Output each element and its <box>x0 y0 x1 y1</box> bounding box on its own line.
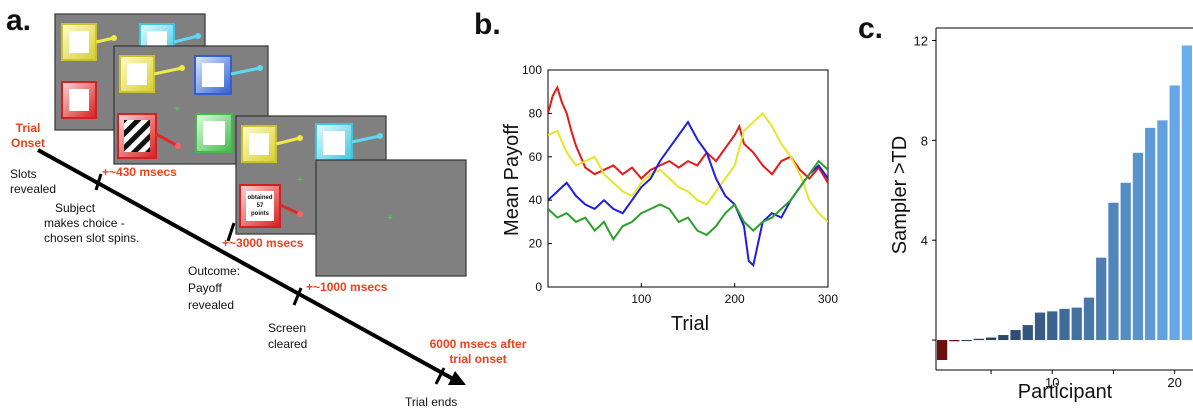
tick-4 <box>434 367 446 385</box>
timing-3: +~1000 msecs <box>306 280 388 294</box>
chart-c-bar-14 <box>1096 257 1107 341</box>
panel-c-label: c. <box>858 12 883 45</box>
outcome-card-line-2: 57 <box>257 203 264 209</box>
chart-b-ytick-label: 100 <box>522 63 542 77</box>
timeline-arrow <box>37 148 456 382</box>
chart-b-xlabel: Trial <box>671 313 709 335</box>
step-3-line-1: Outcome: <box>188 264 240 278</box>
chart-c-bar-3 <box>961 340 972 342</box>
chart-c-xlabel: Participant <box>1018 381 1113 403</box>
step-4-line-2: cleared <box>268 337 307 351</box>
chart-b-series-group <box>548 84 828 268</box>
panel-b: b. 0 20 40 60 80 100 100 200 300 Trial Mean Payo… <box>474 8 838 335</box>
end-note-line-1: 6000 msecs after <box>430 337 527 351</box>
chart-c-bar-17 <box>1132 152 1144 341</box>
chart-c-bar-20 <box>1169 85 1180 341</box>
chart-c-bars-group <box>937 45 1192 361</box>
step-1-line-2: revealed <box>10 182 56 196</box>
chart-c-bar-21 <box>1181 45 1192 341</box>
panel-a-label: a. <box>6 4 31 37</box>
svg-text:+: + <box>387 213 393 224</box>
chart-c-bar-18 <box>1145 127 1156 341</box>
chart-c-bar-16 <box>1120 182 1131 341</box>
chart-b-axes: 0 20 40 60 80 100 100 200 300 <box>522 63 838 306</box>
chart-c-ytick-label: 12 <box>914 33 928 48</box>
chart-b-series-line-3 <box>548 120 828 268</box>
screen-4-cleared: + <box>315 159 467 277</box>
chart-b-ylabel: Mean Payoff <box>501 124 523 236</box>
step-2-line-3: chosen slot spins. <box>44 231 139 245</box>
chart-c-ylabel: Sampler >TD <box>889 136 911 254</box>
chart-b-xtick-label: 200 <box>725 292 745 306</box>
chart-c-bar-4 <box>973 338 984 341</box>
chart-c-bar-9 <box>1034 312 1046 341</box>
outcome-card-line-1: obtained <box>248 195 273 201</box>
timing-2: +~3000 msecs <box>222 236 304 250</box>
chart-c-ytick-label: 8 <box>921 133 928 148</box>
chart-c-xtick-label: 20 <box>1167 375 1181 390</box>
chart-b-plot-area <box>547 69 829 288</box>
chart-c-xtick-label: 10 <box>1045 375 1059 390</box>
step-3-line-3: revealed <box>188 298 234 312</box>
chart-c-axes: 4 8 12 10 20 <box>914 27 1193 390</box>
tick-3 <box>292 287 303 306</box>
chart-c-bar-2 <box>949 340 960 342</box>
chart-b-series-line-4 <box>548 159 828 242</box>
panel-c: c. 4 8 12 10 20 Participant Sampler >TD <box>858 12 1193 403</box>
chart-c-bar-19 <box>1157 120 1168 341</box>
chart-c-bar-12 <box>1071 307 1082 341</box>
panel-a: a. + <box>6 4 527 409</box>
chart-b-ytick-label: 0 <box>535 280 542 294</box>
chart-b-ytick-label: 40 <box>529 193 543 207</box>
chart-c-bar-7 <box>1010 330 1021 341</box>
chart-c-bar-15 <box>1108 202 1119 341</box>
timeline-arrowhead <box>448 371 466 385</box>
chart-b-ytick-label: 80 <box>529 106 543 120</box>
chart-b-ytick-label: 60 <box>529 150 543 164</box>
panel-b-label: b. <box>474 8 501 41</box>
svg-text:+: + <box>174 104 180 115</box>
outcome-card-line-3: points <box>251 211 270 217</box>
chart-c-bar-11 <box>1059 308 1070 341</box>
trial-onset-line-2: Onset <box>11 136 45 150</box>
chart-b-xtick-label: 300 <box>818 292 838 306</box>
chart-b-xtick-label: 100 <box>631 292 651 306</box>
chart-b-series-line-1 <box>548 84 828 184</box>
step-2-line-2: makes choice - <box>44 216 125 230</box>
step-4-line-1: Screen <box>268 321 306 335</box>
chart-b-ytick-label: 20 <box>529 237 543 251</box>
tick-2 <box>226 222 236 242</box>
end-note-line-2: trial onset <box>449 352 506 366</box>
chart-c-bar-5 <box>985 337 997 341</box>
step-1-line-1: Slots <box>10 167 37 181</box>
svg-text:+: + <box>297 175 303 186</box>
chart-c-bar-6 <box>998 335 1009 341</box>
tick-1 <box>94 173 103 191</box>
chart-c-bar-13 <box>1083 297 1095 341</box>
step-2-line-1: Subject <box>55 201 96 215</box>
chart-c-bar-8 <box>1022 325 1033 341</box>
chart-c-bar-10 <box>1047 311 1058 341</box>
chart-b-series-line-2 <box>548 111 828 223</box>
chart-c-bar-1 <box>937 340 948 361</box>
chart-c-ytick-label: 4 <box>921 233 928 248</box>
step-5-line-1: Trial ends <box>405 395 457 409</box>
step-3-line-2: Payoff <box>188 281 222 295</box>
trial-onset-line-1: Trial <box>16 121 41 135</box>
timing-1: +~430 msecs <box>102 165 177 179</box>
